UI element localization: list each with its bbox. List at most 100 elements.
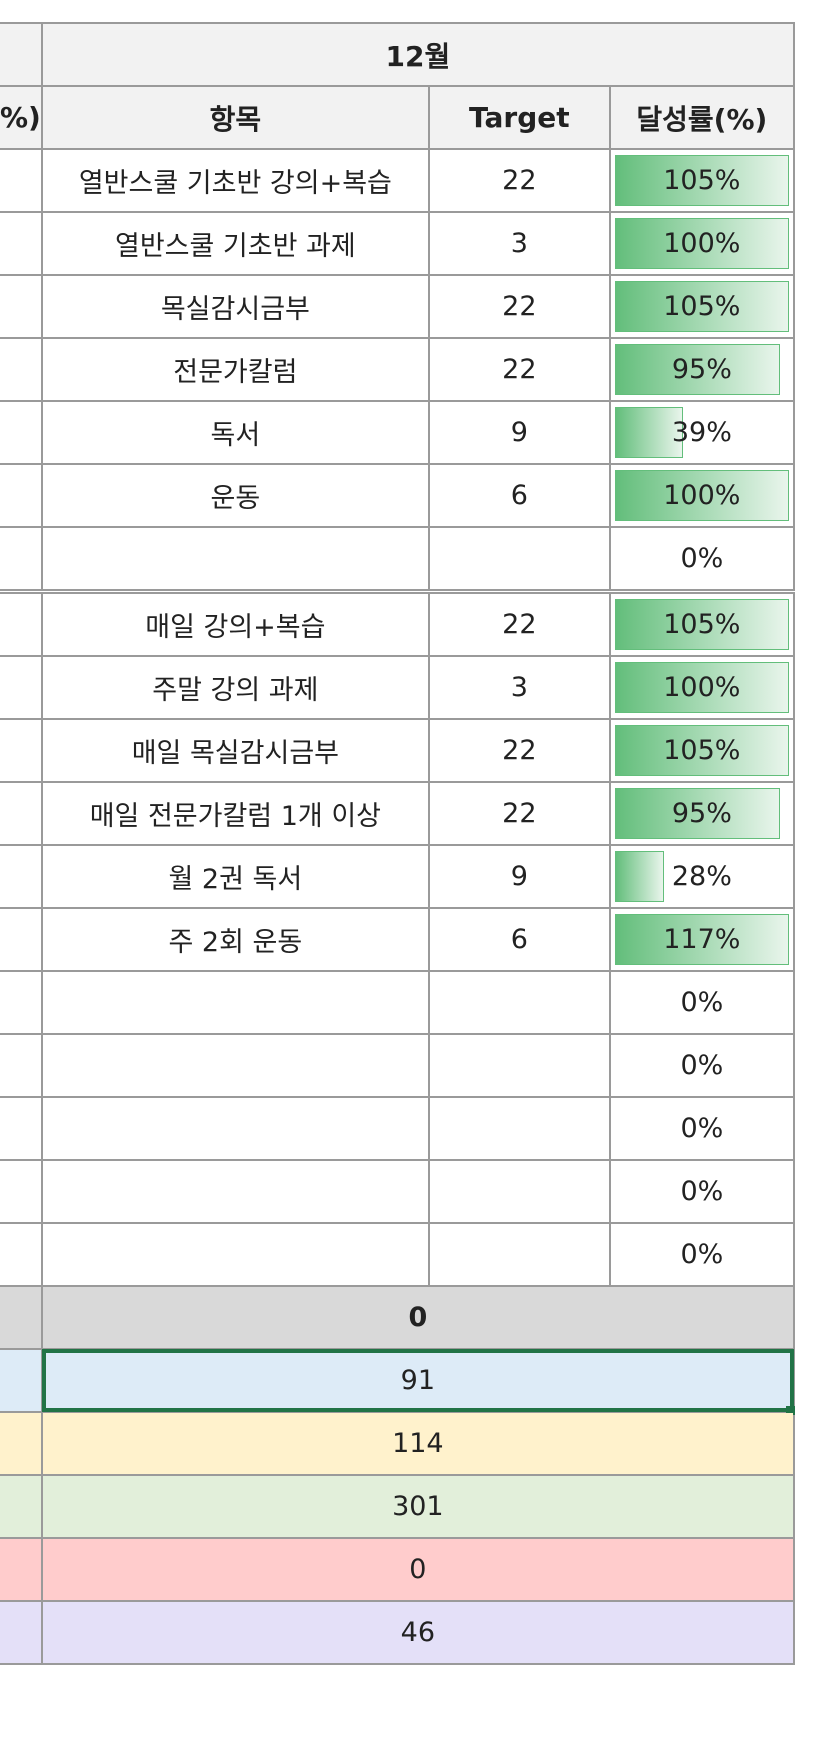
target-cell[interactable] xyxy=(427,1159,611,1224)
cell[interactable] xyxy=(0,463,43,528)
rate-cell[interactable]: 100% xyxy=(608,655,795,720)
target-cell[interactable]: 22 xyxy=(427,590,611,657)
fill-handle[interactable] xyxy=(785,1406,795,1415)
rate-cell[interactable]: 0% xyxy=(608,1096,795,1161)
cell[interactable] xyxy=(0,22,43,87)
item-cell[interactable]: 월 2권 독서 xyxy=(40,844,430,909)
summary-cell[interactable]: 91 xyxy=(40,1348,795,1415)
item-cell[interactable] xyxy=(40,1096,430,1161)
item-cell[interactable]: 매일 목실감시금부 xyxy=(40,718,430,783)
item-cell[interactable]: 매일 강의+복습 xyxy=(40,590,430,657)
rate-value: 117% xyxy=(663,924,741,955)
cell[interactable] xyxy=(0,1285,43,1350)
cell[interactable] xyxy=(0,1474,43,1539)
target-cell[interactable]: 22 xyxy=(427,148,611,213)
target-cell[interactable] xyxy=(427,1033,611,1098)
target-cell[interactable]: 22 xyxy=(427,274,611,339)
item-cell[interactable]: 전문가칼럼 xyxy=(40,337,430,402)
rate-cell[interactable]: 95% xyxy=(608,781,795,846)
rate-cell[interactable]: 100% xyxy=(608,463,795,528)
rate-cell[interactable]: 117% xyxy=(608,907,795,972)
target-cell[interactable]: 6 xyxy=(427,907,611,972)
item-header[interactable]: 항목 xyxy=(40,85,430,150)
rate-cell[interactable]: 39% xyxy=(608,400,795,465)
target-cell[interactable]: 22 xyxy=(427,718,611,783)
target-cell[interactable]: 9 xyxy=(427,844,611,909)
target-cell[interactable]: 6 xyxy=(427,463,611,528)
rate-cell[interactable]: 0% xyxy=(608,526,795,594)
item-cell[interactable] xyxy=(40,970,430,1035)
summary-cell[interactable]: 0 xyxy=(40,1537,795,1602)
table-row: 0% xyxy=(0,526,795,594)
item-cell[interactable]: 주 2회 운동 xyxy=(40,907,430,972)
target-cell[interactable] xyxy=(427,970,611,1035)
month-header[interactable]: 12월 xyxy=(40,22,795,87)
summary-cell[interactable]: 301 xyxy=(40,1474,795,1539)
item-cell[interactable] xyxy=(40,1033,430,1098)
cell[interactable] xyxy=(0,211,43,276)
item-cell[interactable]: 독서 xyxy=(40,400,430,465)
rate-value: 105% xyxy=(663,609,741,640)
summary-row: 91 xyxy=(0,1348,795,1415)
cell[interactable] xyxy=(0,337,43,402)
target-cell[interactable]: 22 xyxy=(427,337,611,402)
data-bar xyxy=(614,155,789,206)
cell[interactable] xyxy=(0,526,43,594)
item-cell[interactable]: 운동 xyxy=(40,463,430,528)
cell[interactable] xyxy=(0,718,43,783)
cell[interactable] xyxy=(0,655,43,720)
item-cell[interactable]: 주말 강의 과제 xyxy=(40,655,430,720)
item-cell[interactable] xyxy=(40,1222,430,1287)
rate-value: 100% xyxy=(663,480,741,511)
cell[interactable] xyxy=(0,1222,43,1287)
rate-cell[interactable]: 0% xyxy=(608,1222,795,1287)
total-cell[interactable]: 0 xyxy=(40,1285,795,1350)
target-cell[interactable] xyxy=(427,1222,611,1287)
rate-header[interactable]: 달성률(%) xyxy=(608,85,795,150)
cell[interactable] xyxy=(0,1159,43,1224)
cell[interactable] xyxy=(0,1348,43,1413)
target-cell[interactable]: 22 xyxy=(427,781,611,846)
cell[interactable] xyxy=(0,1411,43,1476)
cell[interactable] xyxy=(0,1600,43,1665)
item-cell[interactable] xyxy=(40,1159,430,1224)
rate-cell[interactable]: 0% xyxy=(608,970,795,1035)
item-cell[interactable]: 매일 전문가칼럼 1개 이상 xyxy=(40,781,430,846)
target-cell[interactable]: 9 xyxy=(427,400,611,465)
rate-cell[interactable]: 105% xyxy=(608,274,795,339)
cell[interactable] xyxy=(0,400,43,465)
cell[interactable] xyxy=(0,590,43,657)
item-cell[interactable]: 열반스쿨 기초반 과제 xyxy=(40,211,430,276)
target-cell[interactable]: 3 xyxy=(427,211,611,276)
cell[interactable] xyxy=(0,781,43,846)
target-cell[interactable] xyxy=(427,1096,611,1161)
cell[interactable] xyxy=(0,844,43,909)
prev-rate-header-fragment[interactable]: %) xyxy=(0,85,43,150)
rate-value: 0% xyxy=(680,1050,724,1081)
cell[interactable] xyxy=(0,970,43,1035)
rate-cell[interactable]: 105% xyxy=(608,718,795,783)
summary-cell[interactable]: 114 xyxy=(40,1411,795,1476)
target-cell[interactable] xyxy=(427,526,611,594)
cell[interactable] xyxy=(0,907,43,972)
item-cell[interactable]: 열반스쿨 기초반 강의+복습 xyxy=(40,148,430,213)
rate-cell[interactable]: 0% xyxy=(608,1033,795,1098)
rate-cell[interactable]: 105% xyxy=(608,590,795,657)
table-row: 0% xyxy=(0,1222,795,1287)
rate-cell[interactable]: 105% xyxy=(608,148,795,213)
summary-cell[interactable]: 46 xyxy=(40,1600,795,1665)
month-header-row: 12월 xyxy=(0,22,795,87)
cell[interactable] xyxy=(0,1033,43,1098)
target-cell[interactable]: 3 xyxy=(427,655,611,720)
cell[interactable] xyxy=(0,274,43,339)
rate-cell[interactable]: 95% xyxy=(608,337,795,402)
rate-cell[interactable]: 28% xyxy=(608,844,795,909)
item-cell[interactable]: 목실감시금부 xyxy=(40,274,430,339)
item-cell[interactable] xyxy=(40,526,430,594)
cell[interactable] xyxy=(0,1537,43,1602)
target-header[interactable]: Target xyxy=(427,85,611,150)
rate-cell[interactable]: 0% xyxy=(608,1159,795,1224)
rate-cell[interactable]: 100% xyxy=(608,211,795,276)
cell[interactable] xyxy=(0,148,43,213)
cell[interactable] xyxy=(0,1096,43,1161)
